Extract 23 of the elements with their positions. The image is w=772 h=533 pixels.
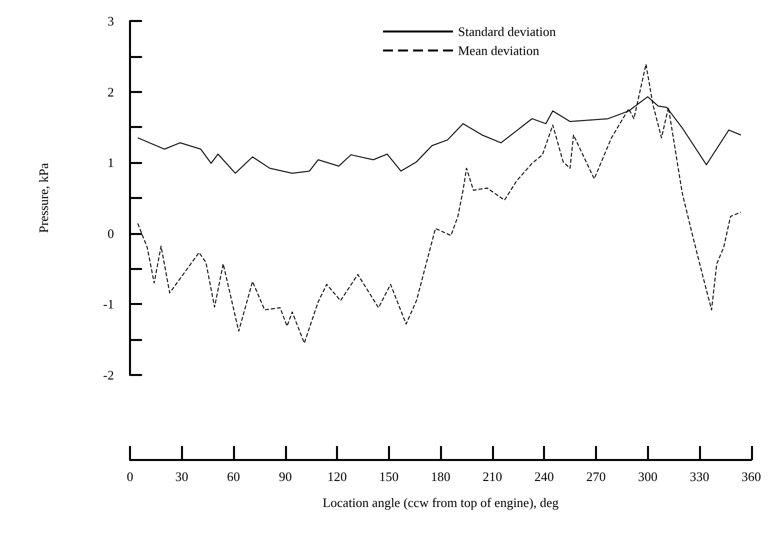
x-tick-label: 90	[278, 469, 292, 484]
legend-label: Mean deviation	[458, 43, 540, 58]
x-tick-label: 330	[690, 469, 710, 484]
y-tick-label: 2	[108, 84, 114, 100]
x-tick-label: 120	[327, 469, 347, 484]
x-tick-label: 30	[175, 469, 188, 484]
y-tick-label: 0	[108, 226, 114, 241]
x-tick-label: 270	[586, 469, 606, 484]
y-axis-title: Pressure, kPa	[36, 162, 51, 234]
legend-label: Standard deviation	[458, 24, 556, 39]
x-tick-label: 300	[638, 469, 658, 484]
x-tick-label: 60	[227, 469, 240, 484]
y-tick-label: 1	[108, 155, 114, 170]
x-tick-label: 360	[742, 469, 761, 484]
y-tick-label: -1	[103, 296, 114, 312]
y-tick-label: -2	[103, 368, 114, 382]
x-axis-title: Location angle (ccw from top of engine), deg	[322, 495, 560, 510]
x-tick-label: 210	[482, 469, 502, 484]
x-tick-label: 240	[534, 469, 554, 484]
x-tick-label: 0	[126, 469, 134, 484]
x-tick-label: 150	[379, 469, 399, 484]
x-tick-label: 180	[430, 469, 450, 484]
y-tick-label: 3	[108, 14, 114, 28]
